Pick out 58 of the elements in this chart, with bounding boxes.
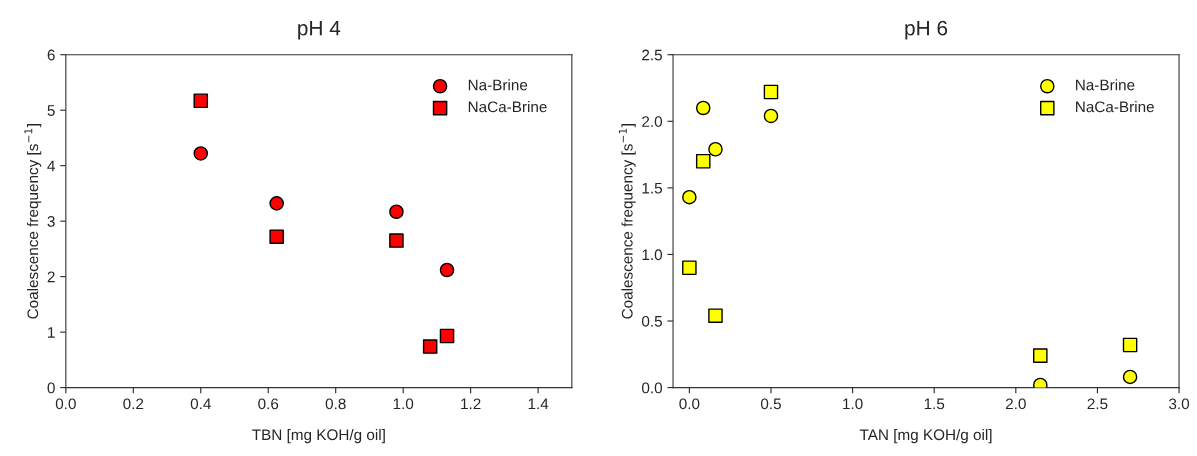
chart-title: pH 6	[905, 20, 948, 40]
point	[439, 328, 455, 344]
y-tick-label: 2.0	[642, 116, 663, 127]
x-tick-label: 0.0	[55, 398, 76, 410]
point	[708, 308, 723, 323]
x-axis-title: TAN [mg KOH/g oil]	[859, 428, 992, 444]
point	[269, 196, 284, 211]
y-tick-label: 0.0	[641, 382, 663, 394]
x-tick-label: 0.8	[325, 398, 346, 410]
x-axis-title: TBN [mg KOH/g oil]	[252, 428, 385, 444]
point	[695, 100, 711, 116]
y-tick-label: 1.5	[642, 182, 662, 194]
point	[682, 260, 697, 276]
point	[1122, 369, 1138, 385]
y-tick-label: 2	[47, 271, 55, 283]
point	[269, 229, 284, 244]
point	[763, 108, 779, 124]
y-axis-title: Coalescence frequency [s$^{−1}$]	[24, 124, 42, 319]
point	[708, 141, 723, 157]
legend-label: NaCa-Brine	[468, 101, 547, 113]
x-tick-label: 1.4	[528, 398, 549, 410]
point	[389, 204, 404, 220]
y-tick-label: 1.0	[642, 249, 663, 261]
x-tick-label: 2.5	[1087, 398, 1108, 410]
chart-title: pH 4	[298, 20, 341, 40]
x-tick-label: 1.0	[393, 398, 414, 410]
y-tick-label: 4	[47, 160, 55, 172]
point	[1122, 337, 1138, 353]
point	[439, 262, 455, 278]
y-tick-label: 0.5	[641, 315, 662, 327]
y-tick-label: 5	[47, 105, 55, 116]
point	[682, 189, 697, 205]
point	[422, 339, 438, 354]
point	[193, 146, 209, 161]
x-tick-label: 0.2	[123, 398, 144, 410]
y-tick-label: 1	[48, 327, 55, 338]
x-tick-label: 0.4	[190, 398, 211, 410]
y-tick-label: 2.5	[642, 49, 662, 61]
point	[763, 84, 779, 100]
x-tick-label: 1.0	[843, 398, 863, 410]
x-tick-label: 0.6	[258, 398, 279, 410]
point	[193, 93, 209, 109]
y-tick-label: 3	[47, 216, 55, 227]
point	[1033, 348, 1048, 363]
x-tick-label: 0.0	[679, 398, 700, 410]
legend-label: Na-Brine	[468, 79, 528, 91]
x-tick-label: 2.0	[1005, 398, 1026, 410]
x-tick-label: 1.2	[461, 398, 481, 410]
x-tick-label: 0.5	[760, 398, 781, 410]
point	[389, 233, 404, 248]
x-tick-label: 3.0	[1169, 398, 1190, 410]
legend-label: Na-Brine	[1076, 79, 1135, 91]
y-tick-label: 0	[47, 382, 55, 394]
point	[695, 153, 711, 169]
y-tick-label: 6	[47, 49, 55, 61]
x-tick-label: 1.5	[924, 398, 945, 410]
legend-label: NaCa-Brine	[1076, 101, 1154, 113]
y-axis-title: Coalescence frequency [s$^{−1}$]	[618, 124, 636, 319]
